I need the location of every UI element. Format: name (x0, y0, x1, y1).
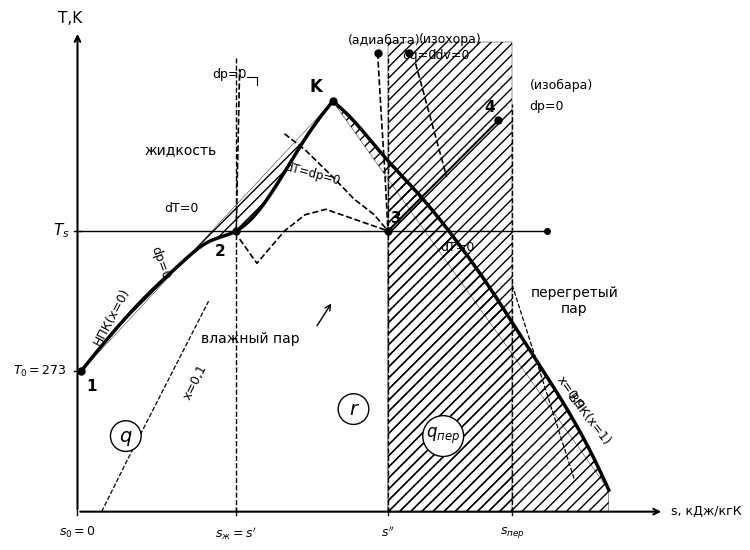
Text: жидкость: жидкость (145, 143, 217, 157)
Text: $q_{пер}$: $q_{пер}$ (426, 426, 460, 446)
Text: влажный пар: влажный пар (201, 332, 299, 346)
Text: перегретый
пар: перегретый пар (530, 286, 618, 316)
Text: (изобара): (изобара) (530, 79, 592, 92)
Text: dT=0: dT=0 (440, 240, 474, 254)
Text: 1: 1 (86, 379, 97, 394)
Text: 3: 3 (392, 211, 402, 226)
Text: r: r (350, 400, 358, 419)
Text: ВПК(x=1): ВПК(x=1) (564, 391, 613, 448)
Text: $T_s$: $T_s$ (53, 222, 69, 240)
Text: dp=0: dp=0 (148, 245, 172, 282)
Text: 2: 2 (215, 244, 226, 260)
Text: x=0,9: x=0,9 (554, 373, 586, 412)
Text: dp=0: dp=0 (212, 68, 247, 81)
Text: s, кДж/кгК: s, кДж/кгК (670, 505, 742, 518)
Text: (изохора): (изохора) (419, 33, 482, 46)
Text: $s_ж=s'$: $s_ж=s'$ (215, 525, 257, 542)
Text: x=0,1: x=0,1 (181, 362, 210, 402)
Text: НПК(x=0): НПК(x=0) (92, 286, 133, 348)
Text: q: q (119, 427, 132, 446)
Text: $T_0=273$: $T_0=273$ (13, 364, 67, 379)
Text: $s_0=0$: $s_0=0$ (59, 525, 96, 540)
Text: δq=0: δq=0 (402, 49, 436, 62)
Text: T,K: T,K (58, 11, 82, 26)
Text: ldv=0: ldv=0 (433, 49, 470, 62)
Text: $s_{пер}$: $s_{пер}$ (500, 525, 524, 540)
Text: (адиабата): (адиабата) (348, 33, 421, 46)
Text: K: K (310, 78, 322, 96)
Text: dp=0: dp=0 (530, 100, 564, 113)
Text: dT=0: dT=0 (164, 202, 198, 214)
Text: dT=dp=0: dT=dp=0 (283, 161, 341, 188)
Text: 4: 4 (484, 100, 495, 115)
Text: $s''$: $s''$ (381, 525, 394, 540)
